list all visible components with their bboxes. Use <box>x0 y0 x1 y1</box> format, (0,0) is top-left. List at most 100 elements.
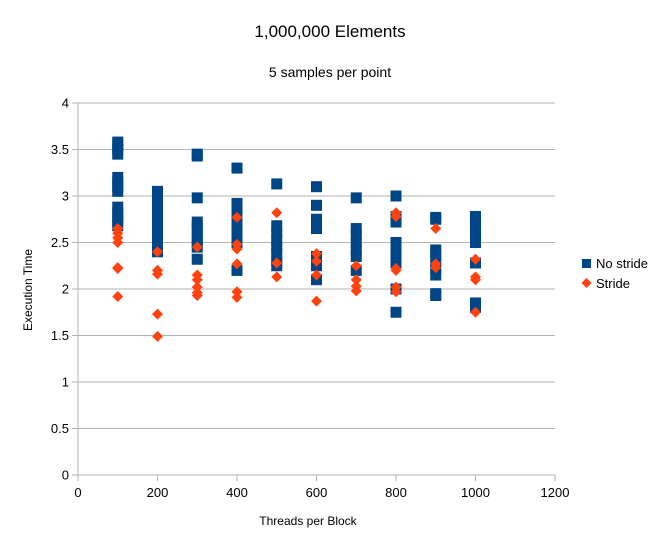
y-tick-label: 2.5 <box>51 235 69 250</box>
x-tick-label: 600 <box>306 485 328 500</box>
point-stride <box>152 308 163 320</box>
point-stride <box>191 274 203 286</box>
point-no-stride <box>350 237 362 248</box>
point-no-stride <box>191 150 203 162</box>
point-stride <box>112 237 124 248</box>
legend-label-no-stride: No stride <box>596 256 648 271</box>
point-no-stride <box>191 225 203 237</box>
x-tick-label: 800 <box>385 485 407 500</box>
point-stride <box>152 330 163 342</box>
point-no-stride <box>152 209 163 221</box>
point-no-stride <box>271 220 283 232</box>
point-no-stride <box>390 190 402 202</box>
point-stride <box>390 264 402 276</box>
point-no-stride <box>191 220 203 232</box>
point-stride <box>311 248 322 260</box>
x-tick-label: 1200 <box>541 485 570 500</box>
point-stride <box>112 263 124 275</box>
point-no-stride <box>191 192 203 204</box>
point-no-stride <box>152 185 163 197</box>
point-no-stride <box>112 185 124 197</box>
point-no-stride <box>112 201 124 213</box>
x-tick-labels: 0 200 400 600 800 1000 1200 <box>74 485 569 500</box>
point-no-stride <box>350 229 362 241</box>
point-no-stride <box>271 178 283 190</box>
point-no-stride <box>430 248 442 260</box>
point-no-stride <box>390 216 402 228</box>
point-stride <box>271 271 283 283</box>
point-stride <box>430 262 442 274</box>
point-stride <box>191 281 203 293</box>
point-stride <box>311 255 322 267</box>
point-stride <box>390 286 402 298</box>
point-no-stride <box>271 227 283 239</box>
point-stride <box>470 274 481 286</box>
point-no-stride <box>152 195 163 207</box>
point-no-stride <box>390 241 402 253</box>
point-stride <box>152 246 163 258</box>
point-no-stride <box>430 290 442 302</box>
legend-label-stride: Stride <box>596 276 630 291</box>
point-stride <box>112 290 124 302</box>
point-no-stride <box>350 223 362 235</box>
x-axis-title: Threads per Block <box>259 514 357 528</box>
legend-marker-no-stride <box>582 259 591 268</box>
point-stride <box>311 269 322 281</box>
point-stride <box>350 285 362 297</box>
point-stride <box>231 258 243 270</box>
point-no-stride <box>311 213 322 225</box>
point-no-stride <box>231 201 243 213</box>
point-no-stride <box>350 244 362 256</box>
y-tick-label: 1 <box>62 375 69 390</box>
point-no-stride <box>350 192 362 204</box>
point-stride <box>231 211 243 223</box>
point-stride <box>191 241 203 253</box>
point-no-stride <box>152 216 163 228</box>
chart-title: 1,000,000 Elements <box>254 22 405 41</box>
point-no-stride <box>390 250 402 262</box>
point-no-stride <box>430 213 442 225</box>
chart-subtitle: 5 samples per point <box>269 64 391 80</box>
point-no-stride <box>152 201 163 213</box>
y-axis-title: Execution Time <box>21 249 35 331</box>
y-tick-label: 3 <box>62 189 69 204</box>
legend: No stride Stride <box>581 256 648 291</box>
point-no-stride <box>470 210 481 222</box>
point-stride <box>191 290 203 302</box>
point-no-stride <box>470 225 481 237</box>
x-tick-label: 400 <box>226 485 248 500</box>
point-stride <box>350 274 362 286</box>
plot-axes <box>72 102 556 481</box>
point-stride <box>231 243 243 255</box>
y-tick-label: 0 <box>62 468 69 483</box>
point-stride <box>231 286 243 298</box>
point-no-stride <box>231 162 243 174</box>
point-stride <box>350 260 362 272</box>
y-tick-label: 4 <box>62 96 69 111</box>
data-points <box>112 136 481 342</box>
point-no-stride <box>271 248 283 260</box>
point-no-stride <box>112 148 124 160</box>
y-tick-label: 0.5 <box>51 421 69 436</box>
point-no-stride <box>350 250 362 262</box>
point-no-stride <box>390 257 402 269</box>
point-no-stride <box>152 223 163 235</box>
point-no-stride <box>311 199 322 211</box>
point-no-stride <box>271 241 283 253</box>
point-no-stride <box>390 306 402 318</box>
point-stride <box>470 253 481 265</box>
y-tick-label: 2 <box>62 282 69 297</box>
point-no-stride <box>311 223 322 235</box>
point-no-stride <box>191 253 203 265</box>
x-tick-label: 1000 <box>461 485 490 500</box>
point-stride <box>470 306 481 318</box>
point-stride <box>231 291 243 303</box>
legend-marker-stride <box>581 278 592 288</box>
point-stride <box>430 223 442 235</box>
x-tick-label: 200 <box>147 485 169 500</box>
point-no-stride <box>271 235 283 247</box>
point-stride <box>311 295 322 307</box>
y-tick-label: 3.5 <box>51 142 69 157</box>
x-tick-label: 0 <box>74 485 81 500</box>
